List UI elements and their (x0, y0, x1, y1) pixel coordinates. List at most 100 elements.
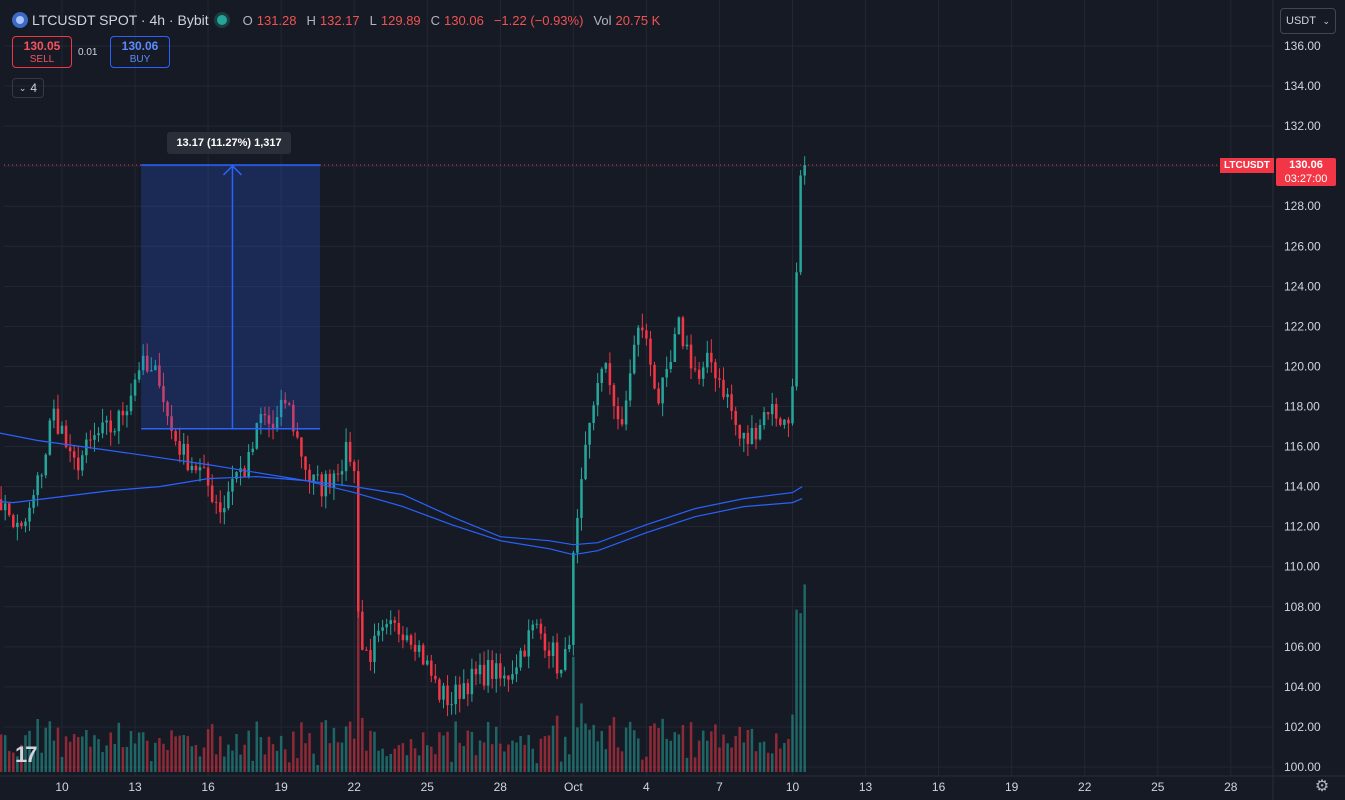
volume-bar (129, 730, 133, 772)
volume-bar (109, 732, 112, 772)
candle-body (563, 649, 567, 670)
buy-price: 130.06 (121, 39, 159, 53)
candle-body (624, 400, 628, 425)
candle-body (787, 419, 790, 424)
volume-bar (787, 738, 790, 772)
candle-body (559, 669, 563, 674)
candle-body (304, 456, 307, 470)
candle-body (539, 623, 543, 634)
volume-bar (150, 761, 153, 772)
x-tick-label: 7 (716, 780, 723, 794)
volume-bar (714, 724, 717, 772)
candle-body (421, 645, 425, 665)
candle-body (97, 433, 100, 436)
volume-bar (762, 741, 766, 772)
volume-bar (673, 732, 677, 772)
last-price-symbol-label: LTCUSDT (1220, 157, 1274, 173)
tradingview-logo[interactable]: 17 (15, 742, 38, 767)
candle-body (129, 395, 133, 412)
volume-bar (145, 740, 149, 772)
candle-body (612, 385, 616, 407)
candle-body (665, 368, 668, 378)
volume-bar (478, 740, 482, 772)
volume-bar (64, 736, 68, 772)
y-tick-label: 132.00 (1284, 119, 1321, 133)
volume-bar (543, 736, 547, 772)
volume-bar (417, 755, 421, 772)
moving-average-slow (0, 475, 803, 556)
y-tick-label: 102.00 (1284, 720, 1321, 734)
currency-select[interactable]: USDT ⌄ (1280, 8, 1336, 34)
candle-body (486, 660, 490, 686)
y-tick-label: 124.00 (1284, 279, 1321, 293)
candle-body (308, 469, 311, 481)
measure-arrowhead (222, 164, 242, 176)
volume-bar (657, 728, 660, 772)
candle-body (685, 344, 689, 347)
y-tick-label: 110.00 (1284, 560, 1320, 574)
candle-body (616, 406, 620, 420)
indicators-toggle[interactable]: ⌄ 4 (12, 78, 44, 98)
candle-body (706, 352, 709, 368)
volume-bar (271, 744, 275, 772)
volume-bar (572, 656, 575, 772)
volume-bar (637, 738, 640, 772)
volume-bar (72, 734, 76, 772)
candle-body (28, 507, 31, 522)
candle-body (519, 650, 522, 668)
ohlc-open-value: 131.28 (256, 12, 297, 28)
volume-bar (494, 726, 498, 772)
candle-body (543, 633, 547, 651)
sell-button[interactable]: 130.05 SELL (12, 36, 72, 68)
volume-bar (697, 740, 701, 772)
candle-body (76, 457, 80, 471)
volume-bar (515, 742, 518, 772)
x-tick-label: 22 (348, 780, 362, 794)
volume-bar (89, 746, 92, 772)
candle-body (669, 361, 673, 369)
x-tick-label: 19 (274, 780, 288, 794)
volume-bar (685, 757, 689, 772)
ohlc-close-value: 130.06 (444, 12, 484, 28)
volume-bar (531, 748, 535, 772)
candle-body (417, 645, 421, 652)
candle-body (791, 386, 794, 424)
candle-body (770, 404, 774, 415)
buy-button[interactable]: 130.06 BUY (110, 36, 170, 68)
candle-body (259, 413, 263, 424)
volume-bar (507, 744, 510, 772)
ohlc-change: −1.22 (−0.93%) (493, 12, 584, 28)
sell-price: 130.05 (23, 39, 61, 53)
volume-bar (775, 733, 778, 772)
volume-bar (738, 726, 741, 772)
candle-body (531, 624, 535, 631)
symbol-title[interactable]: LTCUSDT SPOT · 4h · Bybit (32, 12, 209, 28)
candle-body (105, 420, 108, 423)
volume-bar (539, 738, 543, 772)
candle-body (158, 365, 161, 386)
volume-bar (3, 735, 7, 772)
candle-body (44, 454, 48, 476)
candle-body (726, 394, 729, 398)
gear-icon[interactable]: ⚙ (1314, 778, 1330, 795)
candle-body (361, 611, 364, 650)
volume-bar (425, 745, 429, 772)
candle-body (551, 642, 555, 656)
volume-bar (669, 740, 673, 772)
candle-body (515, 667, 518, 675)
volume-bar (519, 735, 522, 772)
candle-body (783, 419, 786, 425)
candle-body (661, 377, 664, 404)
candle-body (482, 664, 486, 686)
volume-bar (462, 746, 466, 772)
volume-bar (430, 746, 433, 772)
volume-bar (194, 744, 198, 772)
candle-body (766, 412, 770, 415)
volume-bar (81, 736, 84, 772)
volume-bar (799, 613, 802, 772)
volume-bar (133, 743, 137, 772)
volume-bar (227, 744, 230, 772)
volume-bar (681, 725, 685, 772)
candle-body (113, 431, 117, 433)
